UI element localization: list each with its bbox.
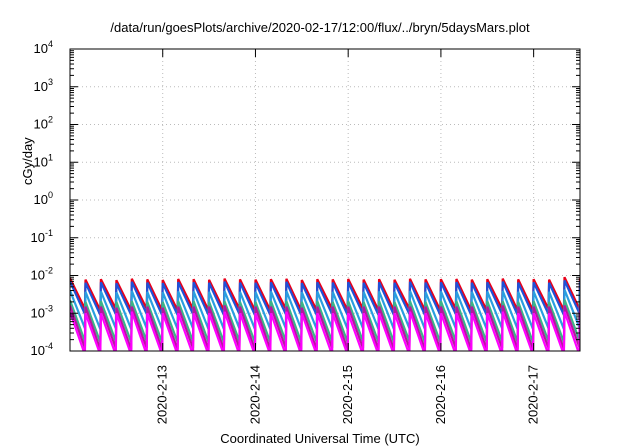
x-axis: 2020-2-13 2020-2-14 2020-2-15 2020-2-16 2020… xyxy=(155,49,541,424)
y-tick-exponent: 3 xyxy=(48,77,53,87)
y-tick-exponent: -3 xyxy=(45,303,53,313)
y-tick-label: 10-4 xyxy=(31,341,53,358)
series-line xyxy=(70,279,580,316)
y-tick-exponent: -1 xyxy=(45,228,53,238)
x-tick-label: 2020-2-14 xyxy=(247,365,262,424)
x-tick-label: 2020-2-15 xyxy=(340,365,355,424)
y-tick-label: 10-2 xyxy=(31,266,53,283)
series-line xyxy=(70,311,580,351)
series-line xyxy=(70,305,580,350)
y-tick-label: 104 xyxy=(34,39,53,56)
x-tick-label: 2020-2-16 xyxy=(433,365,448,424)
x-tick-label: 2020-2-13 xyxy=(155,365,170,424)
y-tick-exponent: -4 xyxy=(45,341,53,351)
y-tick-exponent: 1 xyxy=(48,152,53,162)
y-tick-exponent: 4 xyxy=(48,39,53,49)
series-group xyxy=(70,276,580,351)
x-tick-label: 2020-2-17 xyxy=(526,365,541,424)
x-axis-label: Coordinated Universal Time (UTC) xyxy=(220,431,420,446)
y-tick-exponent: -2 xyxy=(45,266,53,276)
chart-title: /data/run/goesPlots/archive/2020-02-17/1… xyxy=(110,20,530,35)
y-tick-label: 10-1 xyxy=(31,228,53,245)
y-tick-exponent: 2 xyxy=(48,115,53,125)
y-tick-label: 101 xyxy=(34,152,53,169)
series-line xyxy=(70,289,580,330)
y-tick-label: 102 xyxy=(34,115,53,132)
series-line xyxy=(70,276,580,311)
y-tick-label: 103 xyxy=(34,77,53,94)
y-tick-label: 100 xyxy=(34,190,53,207)
series-line xyxy=(70,299,580,343)
y-tick-exponent: 0 xyxy=(48,190,53,200)
y-tick-label: 10-3 xyxy=(31,303,53,320)
